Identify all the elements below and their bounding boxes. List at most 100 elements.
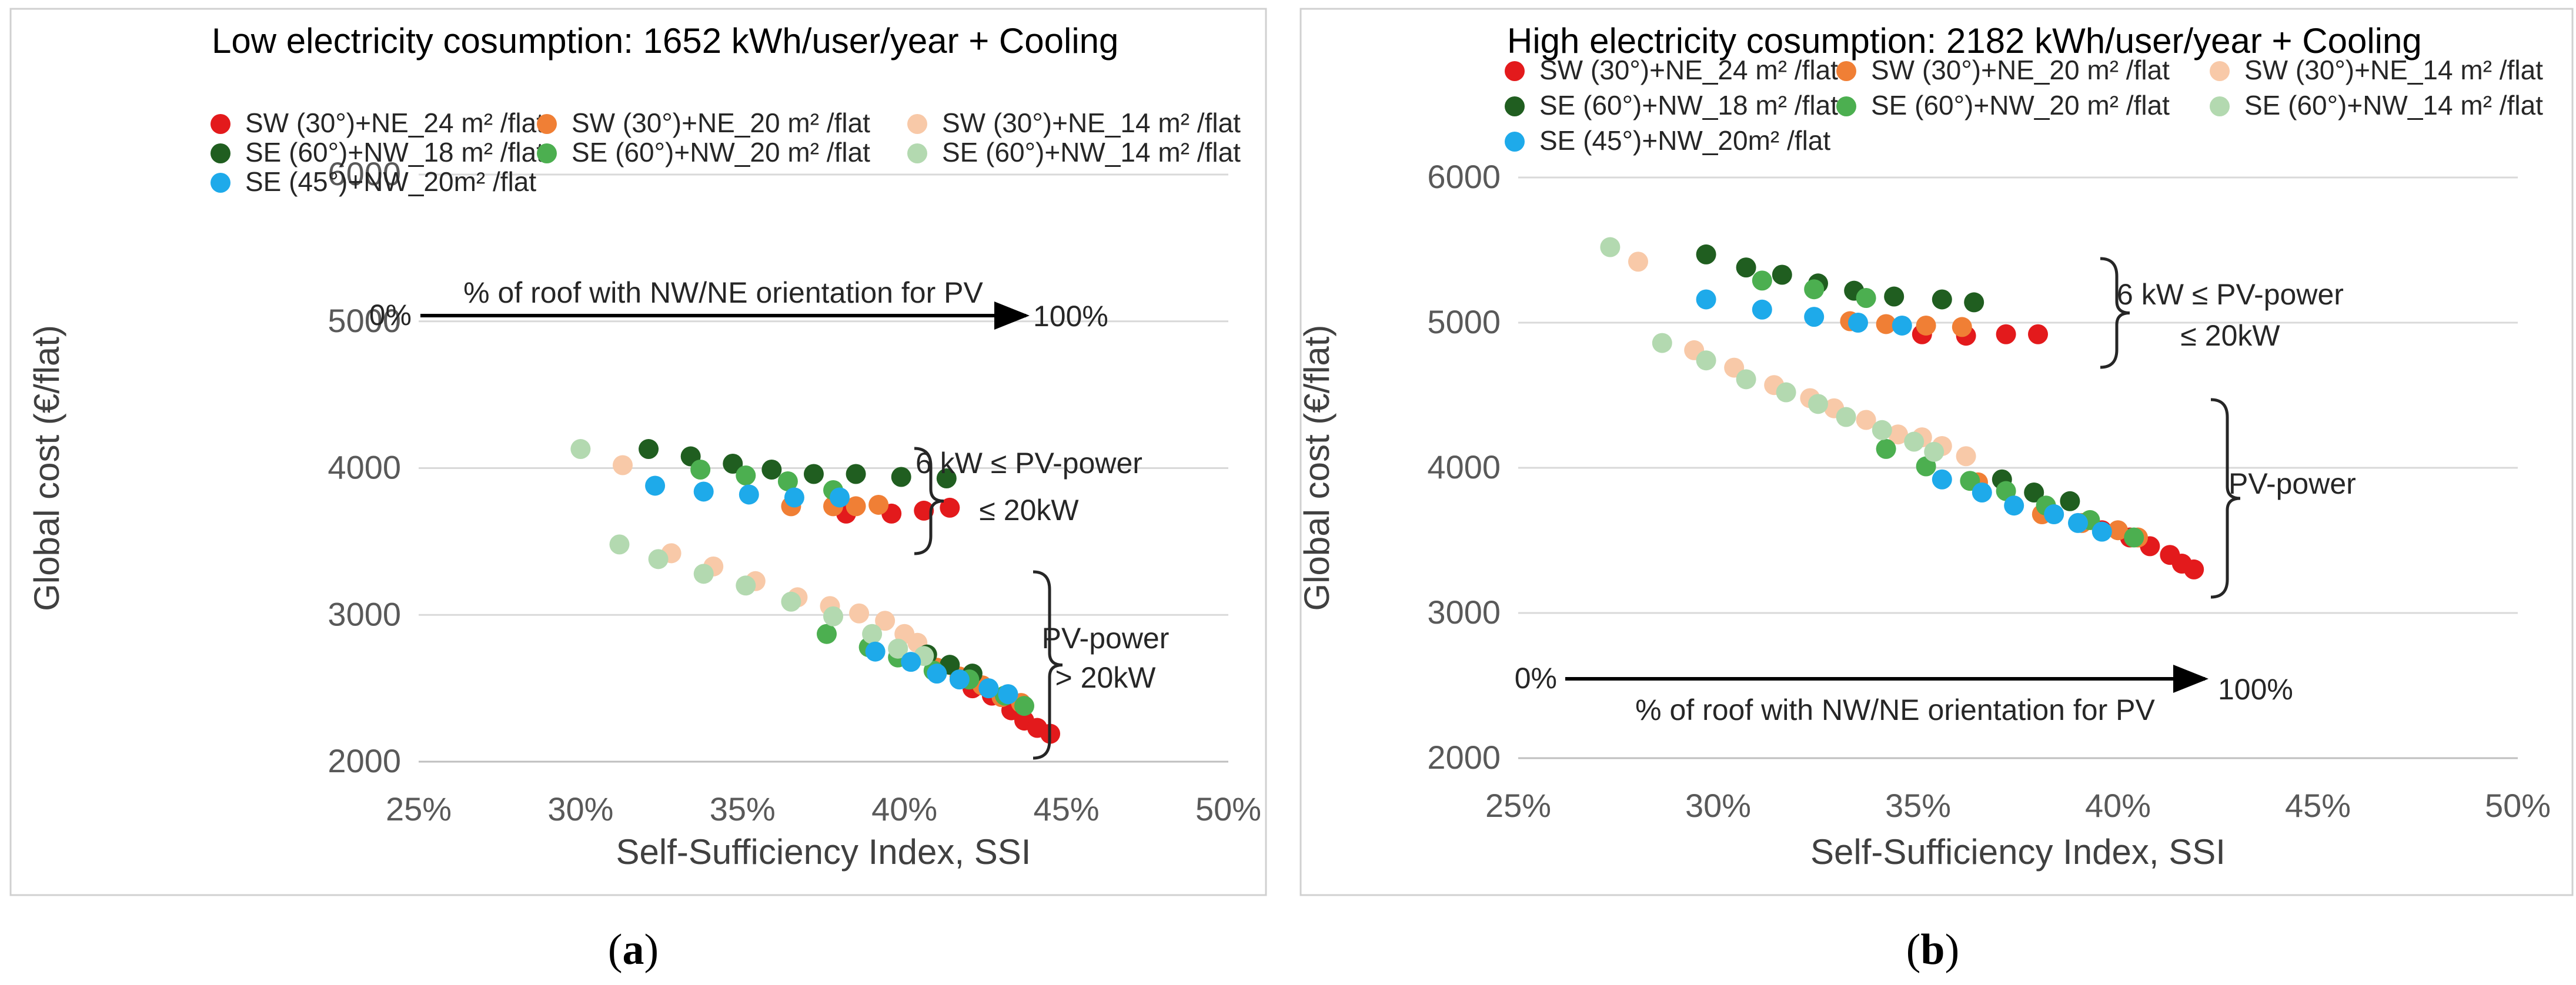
data-point <box>1772 264 1792 285</box>
data-point <box>1836 407 1856 427</box>
lower-brace <box>2210 398 2241 599</box>
series-5 <box>1600 237 1944 462</box>
legend-label: SW (30°)+NE_14 m² /flat <box>942 108 1241 138</box>
x-tick-label: 25% <box>1485 787 1551 824</box>
legend-label: SW (30°)+NE_20 m² /flat <box>1871 55 2170 85</box>
legend-marker <box>211 173 230 193</box>
panel-caption: (a) <box>608 926 659 974</box>
data-point <box>648 549 669 569</box>
data-point <box>1628 252 1648 272</box>
data-point <box>1848 313 1868 333</box>
x-tick-label: 45% <box>1034 790 1100 827</box>
data-point <box>875 611 896 631</box>
lower-brace <box>1033 570 1063 760</box>
data-point <box>862 624 883 644</box>
data-point <box>2068 512 2088 533</box>
data-point <box>1652 333 1672 353</box>
legend-label: SW (30°)+NE_14 m² /flat <box>2244 55 2543 85</box>
y-tick-label: 6000 <box>328 155 401 192</box>
x-tick-label: 25% <box>386 790 452 827</box>
data-point <box>1736 369 1756 390</box>
legend-marker <box>2210 96 2230 116</box>
data-point <box>761 459 782 480</box>
caption-letter: b <box>1920 926 1944 974</box>
y-tick-label: 4000 <box>1427 448 1501 485</box>
data-point <box>639 439 659 460</box>
panel-b: 2000 3000 4000 5000 6000 25% 30% 35% 40% 45% 50% Se… <box>1297 8 2574 896</box>
x-axis-label: Self-Sufficiency Index, SSI <box>616 832 1031 872</box>
chart-title: Low electricity cosumption: 1652 kWh/use… <box>212 21 1118 61</box>
data-point <box>1856 410 1876 430</box>
data-point <box>693 481 714 502</box>
upper-brace <box>914 447 944 555</box>
data-point <box>936 468 957 488</box>
legend-label: SW (30°)+NE_24 m² /flat <box>1539 55 1838 85</box>
legend-marker <box>211 143 230 163</box>
upper-brace <box>2100 257 2130 369</box>
data-point <box>736 575 756 596</box>
data-point <box>1736 257 1756 278</box>
data-point <box>2060 491 2080 511</box>
data-point <box>865 641 886 662</box>
upper-brace-label-1: 6 kW ≤ PV-power <box>2117 278 2344 311</box>
data-point <box>2004 495 2024 516</box>
data-point <box>690 459 711 480</box>
data-point <box>846 496 866 517</box>
x-tick-label: 30% <box>547 790 613 827</box>
arrow-end-label: 100% <box>1033 300 1108 333</box>
data-point <box>868 494 889 515</box>
series-6 <box>1696 289 2112 542</box>
legend-item: SW (30°)+NE_14 m² /flat <box>2210 55 2543 85</box>
lower-brace-label-2: > 20kW <box>1055 661 1157 694</box>
x-tick-label: 30% <box>1685 787 1751 824</box>
data-point <box>1752 270 1772 291</box>
legend-label: SE (60°)+NW_14 m² /flat <box>2244 90 2543 120</box>
arrow-label: % of roof with NW/NE orientation for PV <box>1635 693 2155 726</box>
data-point <box>914 500 934 521</box>
y-axis-label: Global cost (€/flat) <box>1297 325 1337 611</box>
data-point <box>2028 324 2048 344</box>
data-point <box>1884 286 1905 307</box>
y-tick-label: 5000 <box>328 302 401 339</box>
data-point <box>1808 394 1828 414</box>
legend-marker <box>1505 61 1525 81</box>
data-point <box>1924 441 1944 462</box>
legend-label: SE (45°)+NW_20m² /flat <box>245 166 536 197</box>
y-tick-label: 3000 <box>328 595 401 632</box>
panel-caption: (b) <box>1906 926 1959 974</box>
legend-item: SE (45°)+NW_20m² /flat <box>211 166 536 197</box>
x-tick-label: 50% <box>1195 790 1261 827</box>
data-point <box>723 454 743 474</box>
data-point <box>1752 299 1772 320</box>
data-point <box>891 467 911 487</box>
series-5 <box>570 439 934 666</box>
legend-label: SE (45°)+NW_20m² /flat <box>1539 125 1830 156</box>
data-point <box>1996 324 2016 344</box>
data-point <box>1804 307 1825 327</box>
data-point <box>830 487 850 508</box>
data-point <box>2091 521 2112 542</box>
data-point <box>978 678 999 699</box>
arrow-end-label: 100% <box>2218 673 2293 706</box>
legend-marker <box>1505 132 1525 152</box>
data-point <box>739 484 759 505</box>
legend-item: SE (45°)+NW_20m² /flat <box>1505 125 1830 156</box>
upper-brace-label-2: ≤ 20kW <box>979 494 1079 527</box>
legend-label: SE (60°)+NW_14 m² /flat <box>942 137 1241 167</box>
data-point <box>927 664 947 684</box>
data-point <box>1888 424 1908 445</box>
data-point <box>2024 482 2044 502</box>
legend-item: SE (60°)+NW_14 m² /flat <box>2210 90 2543 120</box>
x-tick-label: 40% <box>871 790 937 827</box>
legend-item: SW (30°)+NE_20 m² /flat <box>1836 55 2170 85</box>
y-tick-label: 2000 <box>1427 739 1501 776</box>
y-tick-label: 4000 <box>328 449 401 486</box>
legend-item: SW (30°)+NE_24 m² /flat <box>211 108 544 138</box>
chart-title: High electricity cosumption: 2182 kWh/us… <box>1507 21 2422 61</box>
legend-label: SW (30°)+NE_24 m² /flat <box>245 108 544 138</box>
legend-item: SE (60°)+NW_18 m² /flat <box>1505 90 1838 120</box>
legend-marker <box>1836 96 1856 116</box>
data-point <box>570 439 591 460</box>
data-point <box>817 624 837 644</box>
